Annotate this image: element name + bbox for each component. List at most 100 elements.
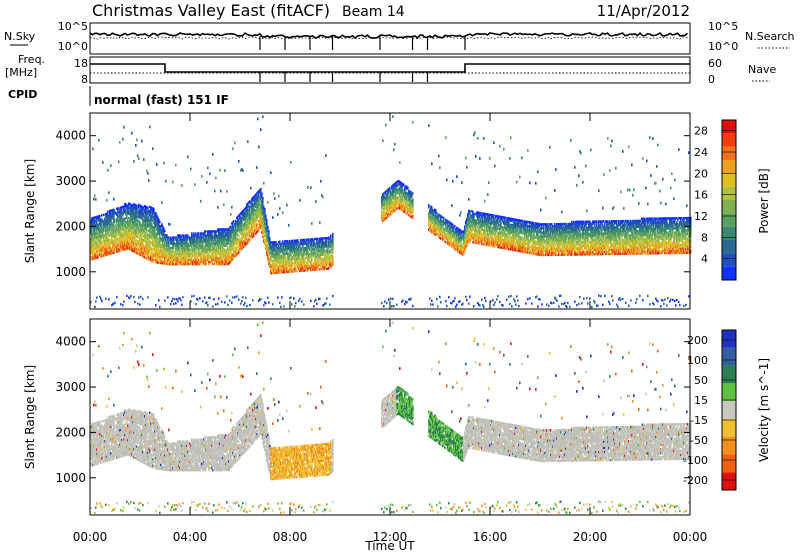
power-cell xyxy=(244,302,246,304)
power-cell xyxy=(314,248,316,250)
power-cell xyxy=(394,209,396,211)
power-cell xyxy=(481,299,483,301)
power-cell xyxy=(154,230,156,232)
power-cell xyxy=(203,253,205,255)
station-title: Christmas Valley East (fitACF) xyxy=(92,1,330,20)
power-cell xyxy=(152,147,154,150)
power-cell xyxy=(170,249,172,251)
power-cell xyxy=(249,225,251,227)
power-cell xyxy=(448,296,450,298)
beam-label: Beam 14 xyxy=(342,4,405,20)
power-cell xyxy=(299,298,301,300)
power-cell xyxy=(166,234,168,236)
power-cell xyxy=(240,302,242,304)
power-cell xyxy=(101,300,103,302)
power-cell xyxy=(277,271,279,273)
power-cell xyxy=(473,305,475,307)
power-cell xyxy=(451,204,453,207)
power-cell xyxy=(137,246,139,248)
power-cell xyxy=(95,253,97,255)
power-cell xyxy=(103,214,105,216)
power-cell xyxy=(290,296,292,298)
power-cell xyxy=(201,257,203,259)
power-cell xyxy=(194,249,196,251)
power-cell xyxy=(172,249,174,251)
power-cell xyxy=(153,208,155,210)
power-cell xyxy=(483,137,485,140)
power-cell xyxy=(281,296,283,298)
power-cell xyxy=(202,300,204,302)
power-cell xyxy=(307,249,309,251)
power-cell xyxy=(262,203,264,205)
power-cell xyxy=(139,303,141,305)
power-cell xyxy=(253,234,255,236)
power-cell xyxy=(218,245,220,247)
power-cell xyxy=(146,231,148,233)
power-cell xyxy=(320,264,322,266)
power-cell xyxy=(172,251,174,253)
power-cell xyxy=(273,192,275,195)
power-cell xyxy=(101,222,103,224)
power-cell xyxy=(330,237,332,239)
power-cell xyxy=(265,302,267,304)
power-cell xyxy=(277,296,279,298)
date-label: 11/Apr/2012 xyxy=(597,2,690,20)
power-cell xyxy=(212,238,214,240)
power-cell xyxy=(205,230,207,232)
power-cell xyxy=(388,298,390,300)
nsky-label: N.Sky xyxy=(4,30,36,43)
power-cell xyxy=(436,212,438,214)
power-cell xyxy=(268,232,270,234)
power-cell xyxy=(439,296,441,298)
power-cell xyxy=(315,299,317,301)
power-cell xyxy=(326,241,328,243)
power-cell xyxy=(161,223,163,225)
power-cell xyxy=(230,213,232,216)
power-cell xyxy=(330,235,332,237)
power-cell xyxy=(155,212,157,214)
power-cell xyxy=(332,257,334,259)
power-cell xyxy=(190,255,192,257)
power-cell xyxy=(180,249,182,251)
power-cell xyxy=(395,194,397,196)
power-cell xyxy=(153,210,155,212)
power-cell xyxy=(326,239,328,241)
power-cell xyxy=(205,253,207,255)
power-cell xyxy=(161,201,163,204)
power-cell xyxy=(446,305,448,307)
freq-tick-high: 18 xyxy=(74,57,88,70)
power-cell xyxy=(443,217,445,219)
power-cell xyxy=(196,251,198,253)
power-cell xyxy=(260,298,262,300)
power-cell xyxy=(428,204,430,206)
power-cell xyxy=(208,253,210,255)
power-cell xyxy=(212,153,214,156)
power-cell xyxy=(207,304,209,306)
power-cell xyxy=(439,166,441,169)
power-cell xyxy=(246,305,248,307)
nave-label: Nave xyxy=(748,63,776,76)
power-cell xyxy=(211,261,213,263)
power-cell xyxy=(164,230,166,232)
power-cell xyxy=(177,251,179,253)
power-cell xyxy=(229,299,231,301)
power-cell xyxy=(110,252,112,254)
power-cell xyxy=(222,247,224,249)
power-cell xyxy=(232,147,234,150)
power-cell xyxy=(332,259,334,261)
power-cell xyxy=(381,302,383,304)
power-cell xyxy=(260,188,262,190)
power-cell xyxy=(122,304,124,306)
power-cell xyxy=(202,243,204,245)
power-cell xyxy=(116,240,118,242)
power-cell xyxy=(202,245,204,247)
power-cell xyxy=(241,300,243,302)
power-cell xyxy=(214,247,216,249)
power-cell xyxy=(221,257,223,259)
power-cell xyxy=(96,297,98,299)
power-cell xyxy=(155,304,157,306)
power-cell xyxy=(187,234,189,236)
power-cell xyxy=(399,161,401,164)
power-cell xyxy=(168,240,170,242)
power-cell xyxy=(197,238,199,240)
